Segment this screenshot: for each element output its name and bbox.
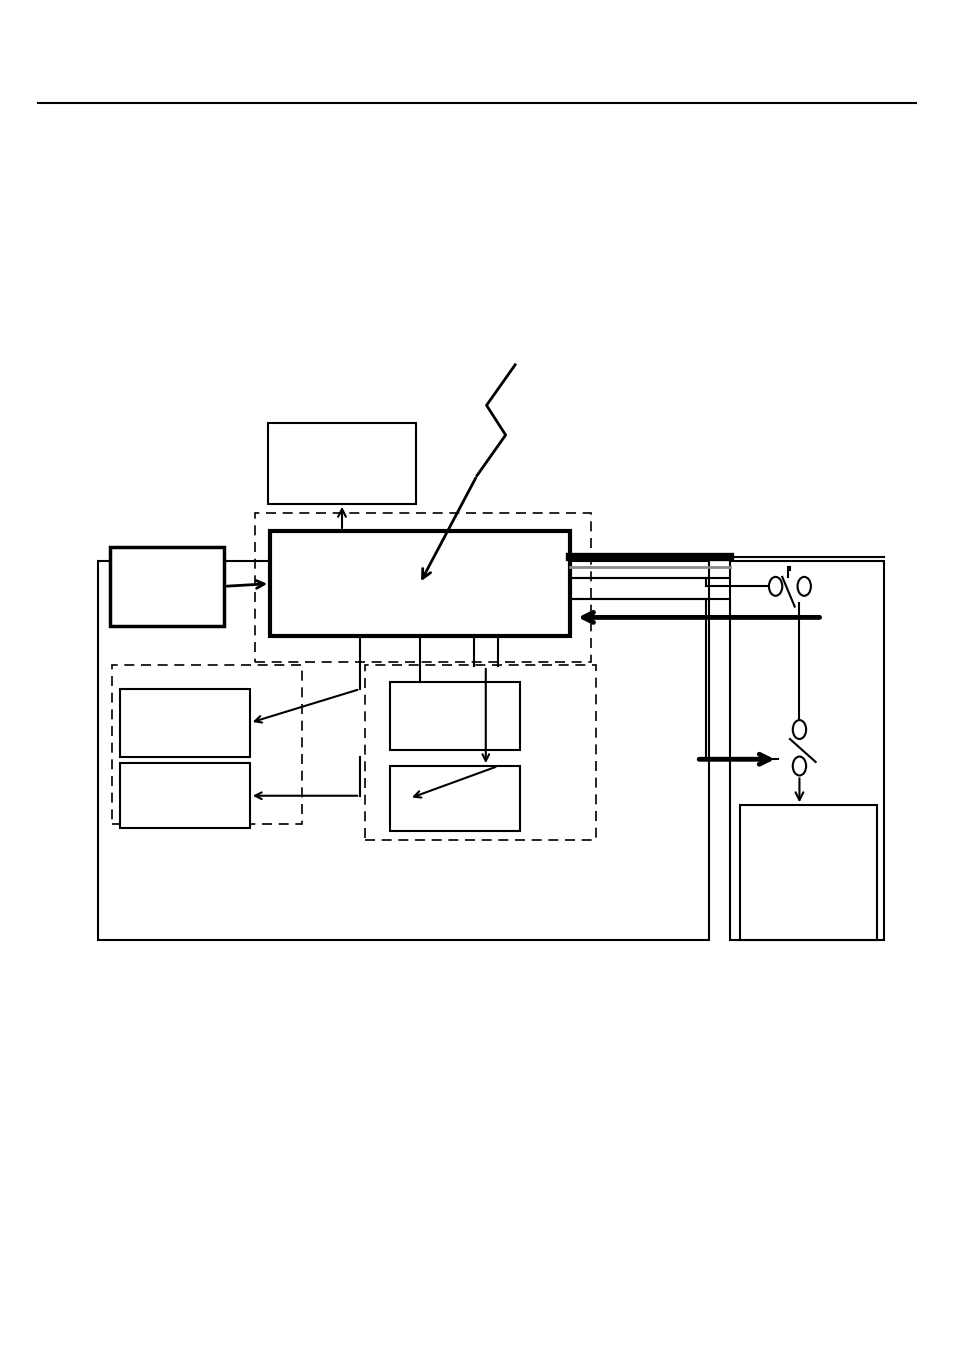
Bar: [98, 561, 708, 940]
Bar: [268, 423, 416, 504]
Bar: [390, 766, 519, 831]
Bar: [270, 531, 570, 636]
Bar: [112, 665, 302, 824]
Bar: [740, 805, 876, 940]
Bar: [254, 513, 590, 662]
Bar: [120, 763, 250, 828]
Bar: [110, 547, 224, 626]
Bar: [729, 561, 883, 940]
Bar: [390, 682, 519, 750]
Bar: [365, 665, 596, 840]
Bar: [120, 689, 250, 757]
